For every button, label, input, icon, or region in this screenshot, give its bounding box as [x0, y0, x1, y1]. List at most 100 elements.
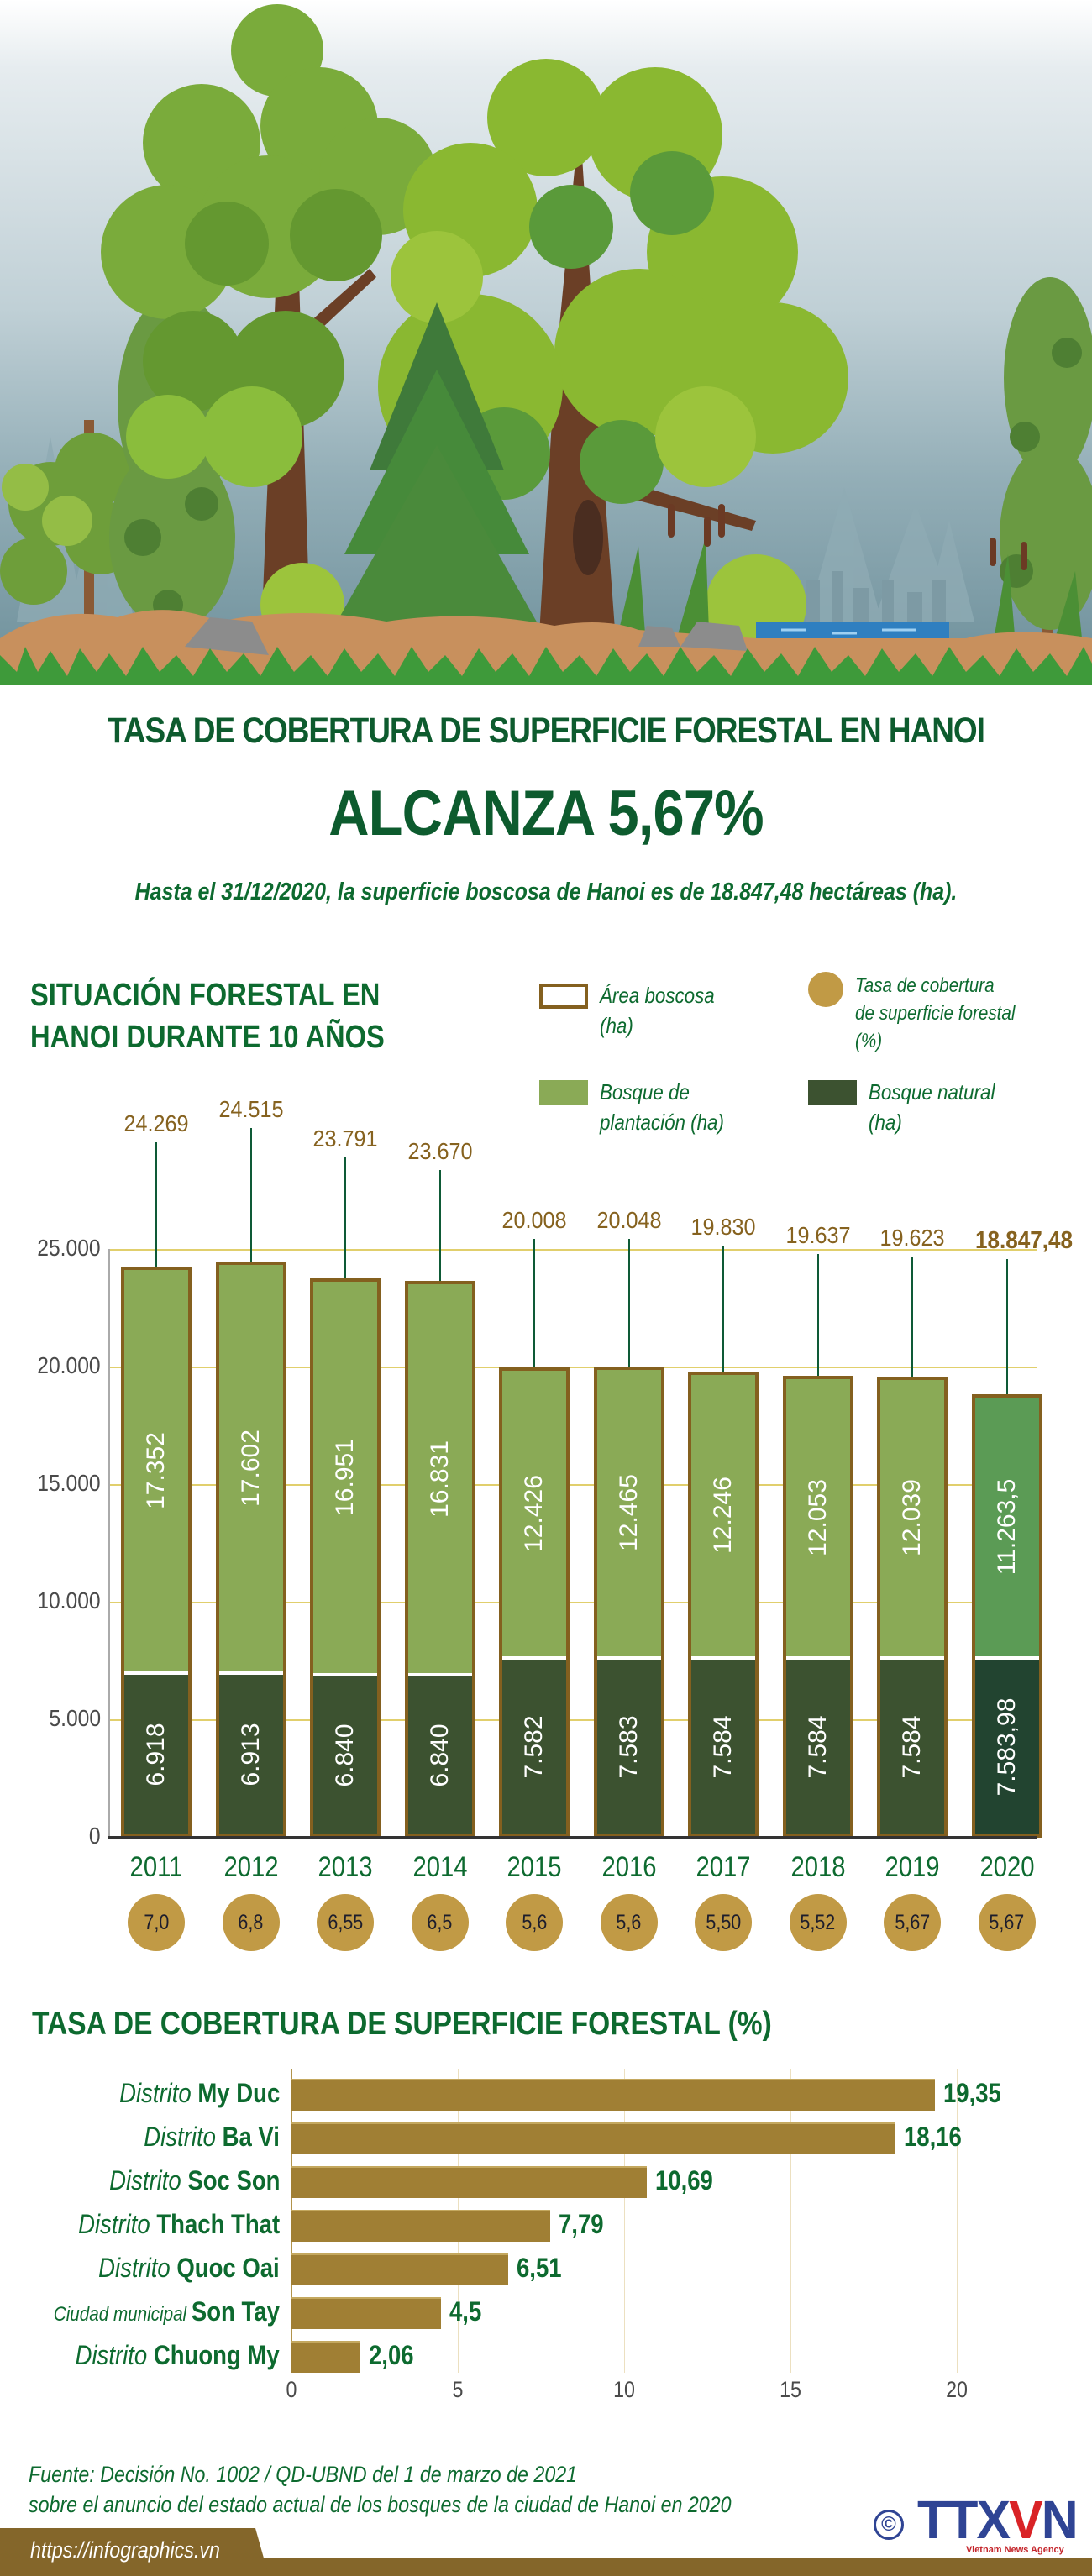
plantation-segment: 17.352 [124, 1270, 188, 1672]
gridline [109, 1249, 1037, 1251]
gold-circle-icon [808, 972, 843, 1007]
coverage-value: 18,16 [904, 2122, 962, 2152]
website-link[interactable]: https://infographics.vn [30, 2537, 220, 2563]
y-axis-line [108, 1249, 110, 1838]
legend-label: Bosque natural (ha) [869, 1079, 995, 1135]
district-name: Thach That [156, 2209, 280, 2239]
plantation-value: 16.831 [425, 1440, 454, 1518]
total-area-label: 19.830 [690, 1214, 756, 1240]
natural-value: 6.918 [142, 1723, 170, 1786]
coverage-bar-ba-vi[interactable] [291, 2122, 896, 2154]
y-axis-tick-label: 10.000 [37, 1587, 101, 1613]
stacked-bar-2019[interactable]: 12.039 7.584 [877, 1376, 948, 1838]
year-label: 2011 [129, 1851, 183, 1883]
dark-green-swatch-icon [808, 1080, 857, 1105]
district-prefix: Distrito [75, 2340, 155, 2370]
district-label: Distrito Soc Son [109, 2165, 280, 2196]
natural-segment: 6.913 [218, 1675, 283, 1834]
coverage-bar-quoc-oai[interactable] [291, 2253, 508, 2285]
total-leader-line [816, 1254, 819, 1377]
coverage-value: 7,79 [559, 2209, 605, 2239]
coverage-rate-value: 5,67 [895, 1910, 930, 1934]
total-area-label: 23.670 [407, 1138, 473, 1164]
legend-area: Área boscosa (ha) [539, 980, 733, 1041]
district-label: Distrito Thach That [78, 2209, 280, 2240]
legend-label: Tasa de cobertura de superficie forestal… [855, 974, 1016, 1052]
plantation-segment: 12.053 [785, 1379, 850, 1656]
total-leader-line [438, 1170, 441, 1282]
district-prefix: Ciudad municipal [53, 2303, 192, 2326]
stacked-bar-2015[interactable]: 12.426 7.582 [499, 1367, 570, 1838]
natural-segment: 7.583 [596, 1659, 661, 1834]
outline-swatch-icon [539, 984, 588, 1009]
district-prefix: Distrito [118, 2078, 198, 2108]
coverage-bar-my-duc[interactable] [291, 2079, 936, 2111]
source-line1: Fuente: Decisión No. 1002 / QD-UBND del … [29, 2462, 578, 2487]
plantation-segment: 12.246 [691, 1374, 755, 1656]
y-axis-tick-label: 25.000 [37, 1235, 101, 1261]
total-area-label: 19.637 [785, 1222, 851, 1248]
year-label: 2012 [223, 1851, 279, 1883]
natural-value: 7.583,98 [992, 1697, 1021, 1797]
total-area-label: 19.623 [879, 1225, 945, 1251]
district-label: Distrito My Duc [119, 2078, 280, 2109]
plantation-value: 12.246 [709, 1477, 737, 1555]
legend-natural: Bosque natural (ha) [808, 1077, 1016, 1137]
district-prefix: Distrito [108, 2165, 187, 2196]
stacked-bar-2016[interactable]: 12.465 7.583 [593, 1366, 664, 1838]
plantation-value: 11.263,5 [992, 1478, 1021, 1576]
district-prefix: Distrito [98, 2253, 177, 2283]
coverage-bar-chuong-my[interactable] [291, 2341, 360, 2373]
source-line2: sobre el anuncio del estado actual de lo… [29, 2492, 732, 2517]
plantation-segment: 12.465 [596, 1369, 661, 1656]
legend-plantation: Bosque de plantación (ha) [539, 1077, 744, 1137]
total-area-label: 20.008 [501, 1207, 567, 1233]
natural-value: 7.584 [803, 1715, 832, 1779]
stacked-bar-2017[interactable]: 12.246 7.584 [688, 1371, 759, 1838]
year-label: 2013 [318, 1851, 373, 1883]
coverage-bar-thach-that[interactable] [291, 2210, 551, 2242]
section1-title-line2: HANOI DURANTE 10 AÑOS [30, 1020, 385, 1055]
coverage-value: 6,51 [516, 2253, 562, 2283]
logo-wordmark: TTXVN [917, 2489, 1079, 2550]
coverage-rate-value: 6,55 [328, 1910, 363, 1934]
district-name: Quoc Oai [176, 2253, 280, 2283]
natural-segment: 6.918 [124, 1675, 188, 1834]
stacked-bar-2018[interactable]: 12.053 7.584 [782, 1376, 853, 1838]
stacked-bar-2013[interactable]: 16.951 6.840 [310, 1278, 381, 1838]
stacked-bar-2014[interactable]: 16.831 6.840 [404, 1281, 475, 1838]
stacked-bar-2012[interactable]: 17.602 6.913 [215, 1261, 286, 1838]
coverage-bar-son-tay[interactable] [291, 2297, 442, 2329]
coverage-value: 19,35 [943, 2078, 1002, 2108]
headline-line1: TASA DE COBERTURA DE SUPERFICIE FORESTAL… [108, 711, 985, 751]
natural-value: 7.583 [614, 1715, 643, 1779]
forest-illustration [0, 0, 1092, 685]
coverage-rate-badge: 5,50 [695, 1894, 752, 1951]
district-prefix: Distrito [144, 2122, 223, 2152]
natural-segment: 7.584 [880, 1659, 944, 1834]
plantation-segment: 16.831 [407, 1284, 472, 1674]
total-leader-line [722, 1246, 724, 1372]
gridline [624, 2069, 625, 2373]
total-area-label: 24.269 [123, 1110, 189, 1136]
coverage-bar-soc-son[interactable] [291, 2166, 648, 2198]
plantation-value: 17.602 [236, 1430, 265, 1507]
district-label: Distrito Quoc Oai [98, 2253, 280, 2284]
coverage-rate-badge: 5,6 [600, 1894, 658, 1951]
total-area-label: 18.847,48 [974, 1227, 1073, 1254]
natural-value: 6.840 [425, 1723, 454, 1787]
year-label: 2019 [885, 1851, 940, 1883]
footer-band [0, 2558, 1092, 2576]
stacked-bar-2020[interactable]: 11.263,5 7.583,98 [971, 1394, 1042, 1838]
district-name: Son Tay [191, 2296, 280, 2327]
natural-value: 6.840 [331, 1723, 359, 1787]
ttxvn-logo[interactable]: TTXVN Vietnam News Agency [917, 2493, 1085, 2555]
stacked-bar-2011[interactable]: 17.352 6.918 [121, 1267, 192, 1838]
total-leader-line [911, 1257, 913, 1377]
total-leader-line [344, 1157, 346, 1278]
natural-segment: 7.584 [691, 1659, 755, 1834]
coverage-value: 2,06 [368, 2340, 414, 2370]
plantation-value: 16.951 [331, 1439, 359, 1517]
section1-title-line1: SITUACIÓN FORESTAL EN [30, 978, 381, 1013]
district-name: Chuong My [154, 2340, 280, 2370]
